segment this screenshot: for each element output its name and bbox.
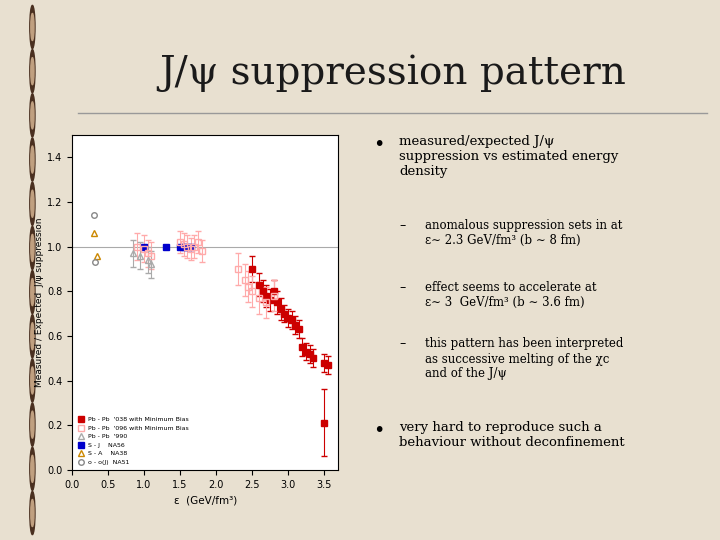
Text: –: – [399, 281, 405, 294]
Text: measured/expected J/ψ
suppression vs estimated energy
density: measured/expected J/ψ suppression vs est… [399, 135, 618, 178]
Legend: Pb - Pb  '038 with Minimum Bias, Pb - Pb  '096 with Minimum Bias, Pb - Pb  '990,: Pb - Pb '038 with Minimum Bias, Pb - Pb … [75, 415, 190, 467]
Circle shape [30, 447, 35, 490]
Circle shape [31, 234, 34, 261]
Circle shape [30, 182, 35, 225]
Text: •: • [373, 421, 384, 440]
Circle shape [30, 491, 35, 535]
Circle shape [30, 5, 35, 49]
Text: very hard to reproduce such a
behaviour without deconfinement: very hard to reproduce such a behaviour … [399, 421, 624, 449]
Text: –: – [399, 219, 405, 232]
Circle shape [30, 50, 35, 93]
Circle shape [30, 138, 35, 181]
Circle shape [31, 323, 34, 350]
Y-axis label: Measured / Expected  J/ψ suppression: Measured / Expected J/ψ suppression [35, 218, 44, 387]
Circle shape [31, 367, 34, 394]
Circle shape [30, 94, 35, 137]
Circle shape [31, 58, 34, 85]
Circle shape [30, 226, 35, 269]
Circle shape [31, 455, 34, 482]
Circle shape [31, 190, 34, 217]
Circle shape [31, 500, 34, 526]
Circle shape [30, 359, 35, 402]
Circle shape [30, 315, 35, 358]
Text: this pattern has been interpreted
as successive melting of the χc
and of the J/ψ: this pattern has been interpreted as suc… [426, 338, 624, 381]
X-axis label: ε  (GeV/fm³): ε (GeV/fm³) [174, 495, 237, 505]
Circle shape [31, 102, 34, 129]
Circle shape [31, 146, 34, 173]
Circle shape [31, 279, 34, 306]
Circle shape [31, 14, 34, 40]
Text: –: – [399, 338, 405, 350]
Circle shape [31, 411, 34, 438]
Text: J/ψ suppression pattern: J/ψ suppression pattern [159, 54, 626, 91]
Text: effect seems to accelerate at
ε∼ 3  GeV/fm³ (b ∼ 3.6 fm): effect seems to accelerate at ε∼ 3 GeV/f… [426, 281, 597, 309]
Circle shape [30, 271, 35, 314]
Text: anomalous suppression sets in at
ε∼ 2.3 GeV/fm³ (b ∼ 8 fm): anomalous suppression sets in at ε∼ 2.3 … [426, 219, 623, 247]
Text: •: • [373, 135, 384, 154]
Circle shape [30, 403, 35, 446]
